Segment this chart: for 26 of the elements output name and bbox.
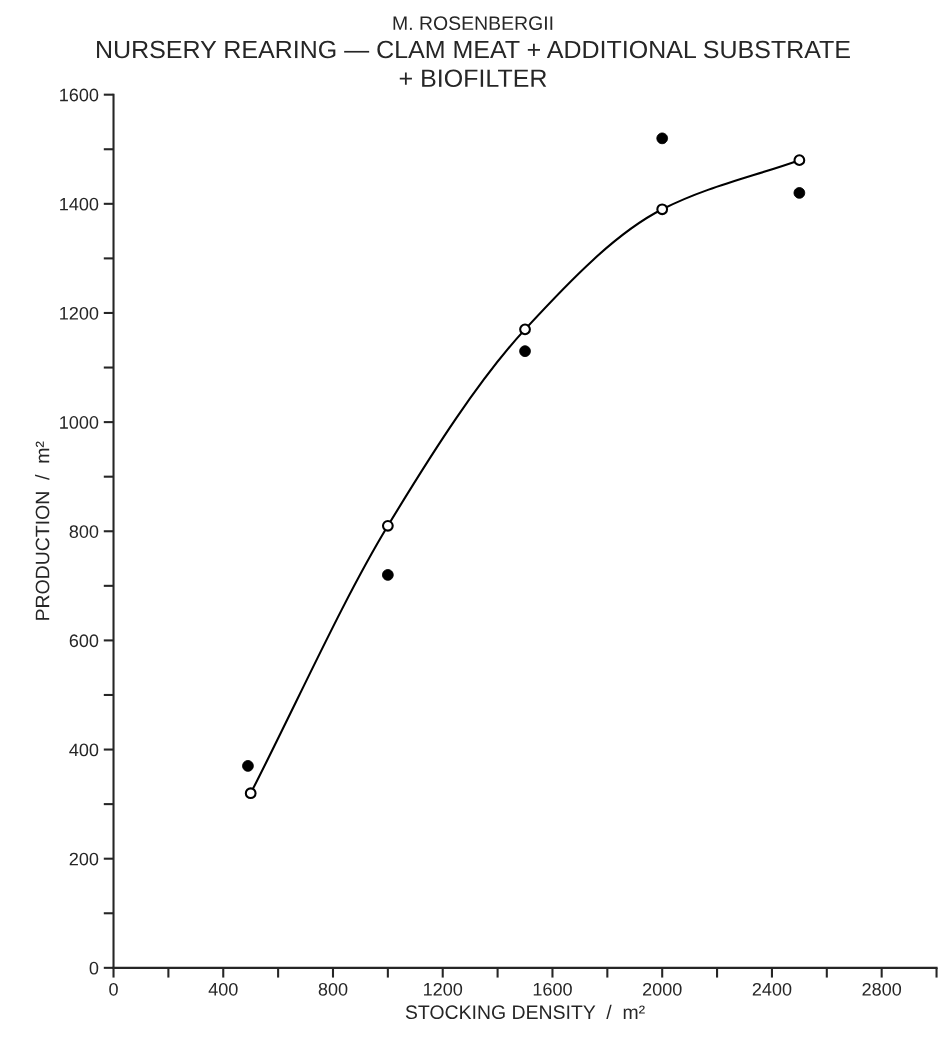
chart-subtitle: M. ROSENBERGII bbox=[393, 16, 553, 31]
x-tick-label: 0 bbox=[109, 982, 118, 996]
y-tick-label: 400 bbox=[69, 743, 99, 757]
point bbox=[381, 519, 394, 532]
chart-title: NURSERY REARING — CLAM MEAT + ADDITIONAL SUBSTRATE + BIOFILTER bbox=[97, 40, 850, 88]
x-tick-label: 400 bbox=[208, 982, 238, 996]
x-tick-label: 2400 bbox=[752, 982, 792, 996]
y-tick-label: 1400 bbox=[60, 197, 99, 211]
point bbox=[793, 154, 806, 167]
x-tick-label: 2800 bbox=[862, 982, 902, 996]
x-axis-title: STOCKING DENSITY / m² bbox=[405, 1004, 645, 1020]
x-tick-label: 1200 bbox=[424, 982, 463, 996]
x-tick-label: 1600 bbox=[533, 982, 572, 996]
x-tick-label: 800 bbox=[318, 982, 348, 996]
y-tick-label: 1000 bbox=[60, 416, 99, 429]
y-tick-label: 1200 bbox=[60, 306, 99, 320]
y-tick-label: 600 bbox=[69, 634, 99, 648]
point bbox=[519, 323, 531, 336]
y-tick-label: 1600 bbox=[60, 88, 99, 102]
point bbox=[656, 203, 669, 216]
y-tick-label: 200 bbox=[69, 852, 99, 866]
y-axis-title: PRODUCTION / m² bbox=[35, 441, 50, 620]
y-tick-label: 800 bbox=[69, 525, 99, 538]
x-tick-label: 2000 bbox=[643, 982, 682, 996]
y-tick-label: 0 bbox=[89, 961, 99, 975]
point bbox=[244, 787, 257, 800]
